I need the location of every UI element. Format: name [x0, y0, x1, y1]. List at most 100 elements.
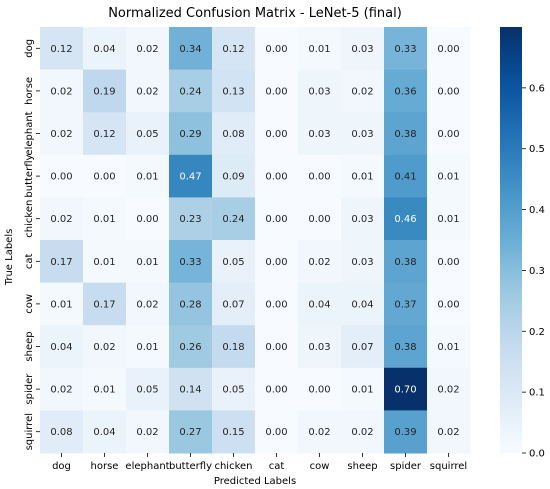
- heatmap-cell: [341, 240, 385, 284]
- heatmap-cell: [40, 410, 84, 454]
- cell-value-label: 0.24: [179, 86, 201, 97]
- heatmap-cell: [298, 367, 342, 411]
- heatmap-cell: [83, 112, 127, 156]
- cell-value-label: 0.37: [394, 299, 416, 310]
- heatmap-cell: [169, 367, 213, 411]
- heatmap-cell: [427, 69, 471, 113]
- heatmap-cell: [126, 410, 170, 454]
- cell-value-label: 0.01: [136, 342, 158, 353]
- heatmap-cell: [341, 282, 385, 326]
- colorbar-tick-label: 0.5: [529, 144, 545, 155]
- cell-value-label: 0.38: [394, 129, 416, 140]
- heatmap-cell: [427, 282, 471, 326]
- heatmap-cell: [427, 154, 471, 198]
- cell-value-label: 0.02: [136, 44, 158, 55]
- heatmap-cell: [427, 325, 471, 369]
- x-tick-label: chicken: [214, 461, 252, 472]
- colorbar-ticks: 0.0 0.1 0.2 0.3 0.4 0.5 0.6: [522, 83, 545, 460]
- cell-value-label: 0.01: [437, 214, 459, 225]
- heatmap-cells: 0.12 0.04 0.02 0.34 0.12 0.00 0.01 0.03 0.33 0.00…: [40, 27, 471, 454]
- cell-value-label: 0.00: [265, 342, 287, 353]
- cell-value-label: 0.36: [394, 86, 416, 97]
- cell-value-label: 0.02: [437, 385, 459, 396]
- cell-value-label: 0.02: [50, 385, 72, 396]
- cell-value-label: 0.04: [93, 427, 115, 438]
- heatmap-cell: [40, 282, 84, 326]
- cell-value-label: 0.47: [179, 172, 201, 183]
- heatmap-cell: [40, 240, 84, 284]
- cell-value-label: 0.00: [265, 257, 287, 268]
- cell-value-label: 0.02: [136, 427, 158, 438]
- cell-value-label: 0.05: [136, 385, 158, 396]
- heatmap-cell: [384, 325, 428, 369]
- cell-value-label: 0.19: [93, 86, 115, 97]
- heatmap-cell: [255, 282, 299, 326]
- heatmap-cell: [341, 154, 385, 198]
- cell-value-label: 0.17: [93, 299, 115, 310]
- cell-value-label: 0.00: [437, 86, 459, 97]
- heatmap-cell: [427, 367, 471, 411]
- cell-value-label: 0.01: [351, 385, 373, 396]
- cell-value-label: 0.12: [50, 44, 72, 55]
- cell-value-label: 0.18: [222, 342, 244, 353]
- cell-value-label: 0.05: [136, 129, 158, 140]
- cell-value-label: 0.17: [50, 257, 72, 268]
- heatmap-cell: [255, 27, 299, 71]
- cell-value-label: 0.38: [394, 257, 416, 268]
- cell-value-label: 0.34: [179, 44, 201, 55]
- cell-value-label: 0.00: [265, 385, 287, 396]
- cell-value-label: 0.03: [308, 86, 330, 97]
- cell-value-label: 0.04: [93, 44, 115, 55]
- y-tick-label: cat: [24, 253, 35, 269]
- heatmap-cell: [169, 69, 213, 113]
- heatmap-cell: [169, 410, 213, 454]
- cell-value-label: 0.00: [265, 44, 287, 55]
- heatmap-cell: [83, 282, 127, 326]
- cell-value-label: 0.00: [265, 172, 287, 183]
- y-axis-label: True Labels: [4, 229, 15, 287]
- heatmap-cell: [126, 27, 170, 71]
- colorbar-tick-label: 0.0: [529, 449, 545, 460]
- heatmap-cell: [212, 197, 256, 241]
- cell-value-label: 0.01: [351, 172, 373, 183]
- cell-value-label: 0.02: [308, 257, 330, 268]
- cell-value-label: 0.00: [308, 385, 330, 396]
- colorbar-tick-label: 0.6: [529, 83, 545, 94]
- heatmap-cell: [298, 112, 342, 156]
- cell-value-label: 0.02: [50, 129, 72, 140]
- cell-value-label: 0.00: [265, 299, 287, 310]
- cell-value-label: 0.01: [308, 44, 330, 55]
- heatmap-cell: [341, 325, 385, 369]
- cell-value-label: 0.04: [50, 342, 72, 353]
- heatmap-cell: [298, 69, 342, 113]
- cell-value-label: 0.00: [50, 172, 72, 183]
- y-tick-label: squirrel: [24, 413, 35, 450]
- y-tick-label: dog: [24, 39, 35, 58]
- heatmap-cell: [83, 197, 127, 241]
- heatmap-cell: [83, 69, 127, 113]
- heatmap-cell: [255, 367, 299, 411]
- x-tick-labels: dog horse elephant butterfly chicken cat cow sh…: [52, 453, 467, 472]
- colorbar: [500, 27, 522, 453]
- cell-value-label: 0.01: [136, 172, 158, 183]
- y-tick-label: butterfly: [24, 155, 35, 198]
- x-tick-label: elephant: [125, 461, 169, 472]
- heatmap-cell: [298, 325, 342, 369]
- cell-value-label: 0.05: [222, 257, 244, 268]
- heatmap-cell: [427, 112, 471, 156]
- heatmap-cell: [427, 197, 471, 241]
- heatmap-cell: [341, 69, 385, 113]
- heatmap-cell: [126, 240, 170, 284]
- heatmap-cell: [83, 367, 127, 411]
- heatmap-cell: [341, 367, 385, 411]
- cell-value-label: 0.33: [179, 257, 201, 268]
- x-axis-label: Predicted Labels: [214, 476, 296, 487]
- heatmap-cell: [126, 367, 170, 411]
- cell-value-label: 0.01: [93, 257, 115, 268]
- cell-value-label: 0.01: [136, 257, 158, 268]
- colorbar-tick-label: 0.2: [529, 327, 545, 338]
- heatmap-cell: [384, 240, 428, 284]
- heatmap-cell: [341, 112, 385, 156]
